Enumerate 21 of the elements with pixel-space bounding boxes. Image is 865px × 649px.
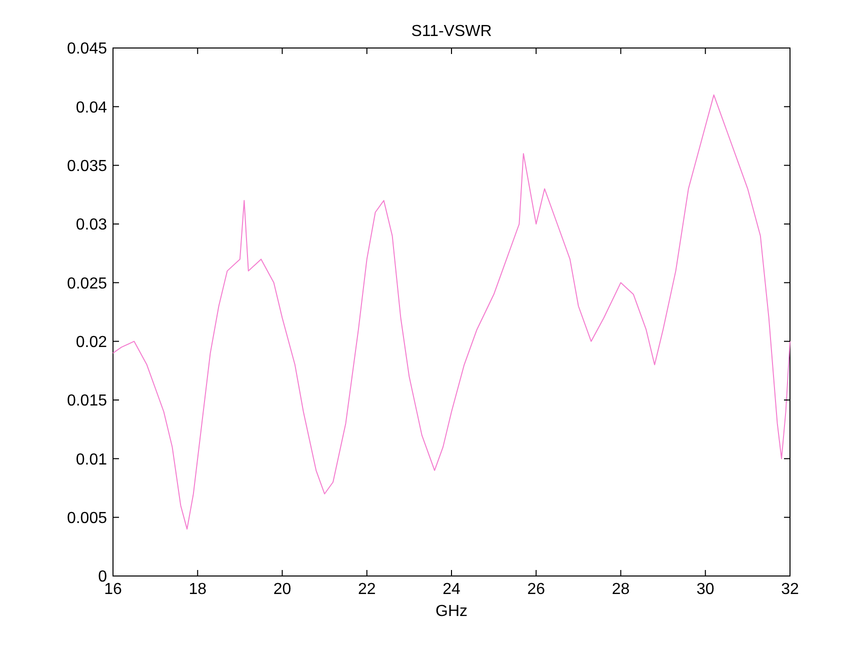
x-tick-label: 24 [442,581,460,598]
x-tick-label: 16 [104,581,122,598]
y-tick-label: 0.03 [76,216,108,234]
y-tick-label: 0.045 [66,40,108,58]
x-tick-label: 32 [781,581,799,598]
x-tick-label: 22 [358,581,376,598]
y-tick-label: 0.035 [66,158,108,175]
line-series [112,94,790,530]
x-tick-label: 18 [188,581,207,598]
y-tick-label: 0.02 [76,334,108,351]
x-tick-label: 30 [696,581,714,598]
y-tick-label: 0.04 [76,99,108,116]
chart-title: S11-VSWR [411,23,492,40]
x-tick-label: 28 [612,581,630,598]
y-tick-label: 0.01 [76,451,108,468]
y-tick-label: 0.025 [66,275,108,292]
y-tick-label: 0.015 [66,392,108,410]
y-tick-label: 0.005 [66,510,108,527]
x-axis-title: GHz [436,603,468,620]
x-tick-label: 20 [273,581,292,598]
x-tick-label: 26 [527,581,546,598]
